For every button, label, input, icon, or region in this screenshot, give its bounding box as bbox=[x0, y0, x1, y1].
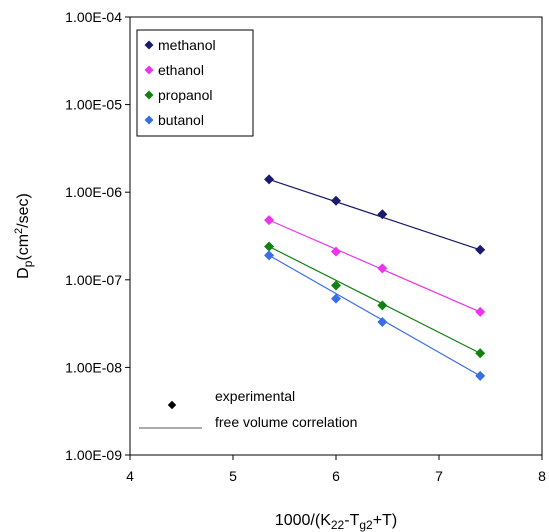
key-correlation-label: free volume correlation bbox=[215, 414, 357, 430]
y-axis-title: Dp(cm2/sec) bbox=[13, 193, 35, 279]
key-experimental-label: experimental bbox=[215, 388, 295, 404]
x-axis-title: 1000/(K22-Tg2+T) bbox=[275, 512, 397, 532]
y-axis-title-mid: (cm bbox=[15, 234, 32, 261]
legend-marker-butanol bbox=[144, 115, 154, 125]
legend-marker-ethanol bbox=[144, 65, 154, 75]
y-tick-label: 1.00E-09 bbox=[65, 447, 122, 463]
y-axis-title-end: /sec) bbox=[15, 193, 32, 228]
key-experimental-marker bbox=[167, 400, 177, 410]
y-axis-title-sup: 2 bbox=[13, 228, 25, 234]
x-axis-title-sub1: 22 bbox=[331, 518, 345, 532]
x-axis-title-main: 1000/(K bbox=[275, 512, 331, 529]
x-axis-title-end: +T) bbox=[373, 512, 397, 529]
y-axis-title-main: D bbox=[15, 267, 32, 279]
x-tick-label: 5 bbox=[229, 468, 237, 484]
data-point-propanol bbox=[475, 348, 486, 359]
fit-line-methanol bbox=[268, 178, 481, 251]
fit-lines bbox=[268, 178, 481, 377]
data-point-methanol bbox=[377, 209, 388, 220]
x-tick-label: 8 bbox=[538, 468, 546, 484]
x-tick-label: 7 bbox=[435, 468, 443, 484]
y-axis-title-sub: p bbox=[21, 260, 35, 267]
axis-ticks: 1.00E-09 1.00E-08 1.00E-07 1.00E-06 1.00E-05… bbox=[65, 9, 546, 484]
y-tick-label: 1.00E-06 bbox=[65, 184, 122, 200]
data-point-ethanol bbox=[264, 215, 275, 226]
data-point-ethanol bbox=[331, 246, 341, 257]
legend-label-methanol: methanol bbox=[158, 37, 216, 53]
fit-line-butanol bbox=[268, 254, 481, 377]
data-point-ethanol bbox=[475, 306, 486, 317]
data-point-methanol bbox=[331, 195, 341, 206]
data-point-propanol bbox=[331, 280, 341, 291]
data-markers bbox=[264, 174, 486, 381]
data-point-butanol bbox=[377, 316, 388, 327]
legend: methanol ethanol propanol butanol bbox=[136, 29, 254, 137]
legend-marker-methanol bbox=[144, 40, 154, 50]
data-point-butanol bbox=[331, 293, 341, 304]
y-tick-label: 1.00E-07 bbox=[65, 272, 122, 288]
data-point-ethanol bbox=[377, 263, 388, 274]
legend-items: methanol ethanol propanol butanol bbox=[144, 37, 216, 128]
x-axis-title-sub2: g2 bbox=[359, 518, 373, 532]
data-point-propanol bbox=[377, 300, 388, 311]
legend-label-butanol: butanol bbox=[158, 112, 204, 128]
fit-line-propanol bbox=[268, 245, 481, 354]
y-tick-label: 1.00E-05 bbox=[65, 97, 122, 113]
key: experimental free volume correlation bbox=[139, 388, 357, 430]
data-point-propanol bbox=[264, 241, 275, 252]
x-axis-title-mid: -T bbox=[344, 512, 359, 529]
x-tick-label: 4 bbox=[126, 468, 134, 484]
fit-line-ethanol bbox=[268, 219, 481, 313]
legend-label-ethanol: ethanol bbox=[158, 62, 204, 78]
legend-label-propanol: propanol bbox=[158, 87, 213, 103]
data-point-butanol bbox=[475, 370, 486, 381]
data-point-methanol bbox=[264, 174, 275, 185]
legend-box bbox=[136, 29, 254, 137]
legend-marker-propanol bbox=[144, 90, 154, 100]
data-point-butanol bbox=[264, 250, 275, 261]
x-tick-label: 6 bbox=[332, 468, 340, 484]
y-tick-label: 1.00E-08 bbox=[65, 359, 122, 375]
y-tick-label: 1.00E-04 bbox=[65, 9, 122, 25]
data-point-methanol bbox=[475, 244, 486, 255]
